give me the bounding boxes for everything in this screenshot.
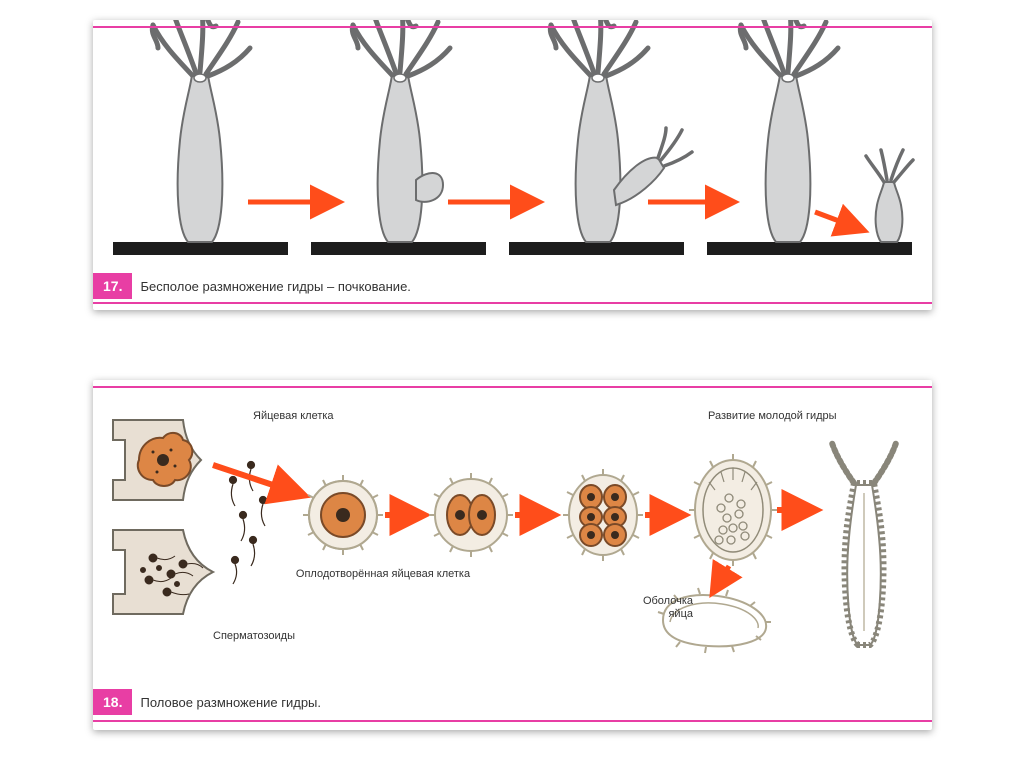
label-young: Развитие молодой гидры <box>708 410 837 422</box>
caption-text-17: Бесполое размножение гидры – почкование. <box>140 279 410 294</box>
stage: 17. Бесполое размножение гидры – почкова… <box>0 0 1024 767</box>
budding-diagram <box>93 20 932 310</box>
caption-2: 18. Половое размножение гидры. <box>93 688 321 716</box>
caption-num-17: 17. <box>93 273 132 299</box>
rule-bot-2 <box>93 720 932 722</box>
caption-1: 17. Бесполое размножение гидры – почкова… <box>93 272 411 300</box>
rule-top-1 <box>93 26 932 28</box>
sexual-diagram <box>93 380 932 730</box>
caption-num-18: 18. <box>93 689 132 715</box>
rule-top-2 <box>93 386 932 388</box>
label-sperm: Сперматозоиды <box>213 630 295 642</box>
caption-text-18: Половое размножение гидры. <box>140 695 321 710</box>
panel-asexual: 17. Бесполое размножение гидры – почкова… <box>93 20 932 310</box>
label-fert-egg: Оплодотворённая яйцевая клетка <box>293 568 473 581</box>
panel-sexual: Яйцевая клетка Развитие молодой гидры Оп… <box>93 380 932 730</box>
rule-bot-1 <box>93 302 932 304</box>
label-shell: Оболочка яйца <box>623 595 693 621</box>
label-egg-cell: Яйцевая клетка <box>253 410 334 422</box>
